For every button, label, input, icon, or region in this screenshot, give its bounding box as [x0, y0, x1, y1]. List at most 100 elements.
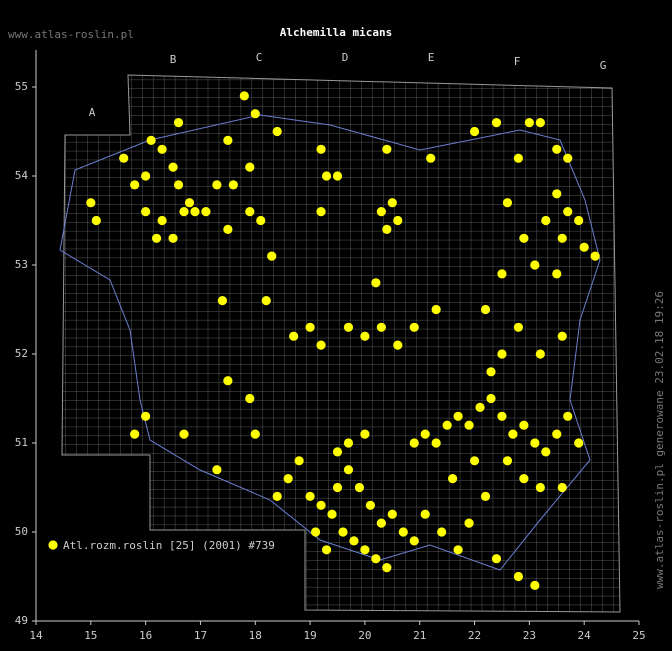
dot: [272, 126, 282, 137]
x-tick-label: 22: [468, 629, 481, 642]
dot: [157, 215, 167, 226]
dot: [332, 482, 343, 493]
dot: [519, 474, 529, 484]
x-tick-label: 19: [303, 629, 316, 642]
dot: [382, 224, 392, 234]
dot: [535, 349, 545, 359]
dot: [502, 198, 513, 208]
dot: [250, 109, 260, 119]
grid-region: [61, 74, 621, 613]
dot: [316, 500, 326, 510]
dot: [157, 144, 167, 154]
dot: [119, 153, 129, 163]
dot: [502, 456, 513, 466]
dot: [327, 509, 337, 519]
dot: [261, 296, 271, 306]
dot: [130, 180, 140, 190]
legend-dot: [48, 540, 58, 550]
dot: [513, 153, 524, 163]
dot: [469, 456, 480, 466]
dot: [349, 536, 359, 546]
y-tick-label: 53: [15, 258, 28, 271]
dot: [563, 411, 573, 421]
dot: [201, 207, 211, 217]
dot: [365, 500, 375, 510]
grid-letter: E: [428, 51, 435, 64]
dot: [256, 215, 266, 226]
dot: [469, 126, 480, 137]
dot: [179, 207, 189, 217]
dot: [387, 198, 397, 208]
dot: [563, 207, 573, 217]
dot: [480, 491, 491, 501]
dot: [453, 545, 463, 555]
dot: [245, 162, 255, 172]
y-tick-label: 51: [15, 436, 28, 449]
dot: [552, 429, 562, 439]
grid-letter: C: [256, 51, 263, 64]
dot: [173, 180, 184, 190]
legend-label: Atl.rozm.roslin [25] (2001) #739: [63, 539, 275, 552]
dot: [513, 571, 524, 582]
dot: [343, 465, 354, 475]
dot: [431, 304, 441, 315]
dot: [409, 438, 419, 448]
dot: [217, 296, 227, 306]
dot: [332, 447, 343, 457]
dot: [497, 349, 507, 359]
dot: [426, 153, 436, 163]
dot: [86, 198, 96, 208]
dot: [409, 536, 419, 546]
dot: [431, 438, 441, 448]
dot: [519, 420, 529, 430]
dot: [168, 162, 178, 172]
dot: [497, 269, 507, 279]
dot: [130, 429, 140, 439]
dot: [475, 402, 485, 412]
dot: [420, 429, 430, 439]
dot: [574, 438, 584, 448]
x-tick-label: 14: [29, 629, 43, 642]
footer: www.atlas-roslin.pl generowane 23.02.18 …: [653, 291, 666, 589]
dot: [508, 429, 518, 439]
dot: [590, 251, 600, 261]
dot: [393, 340, 403, 350]
dot: [152, 233, 162, 243]
dot: [376, 518, 386, 528]
dot: [316, 207, 326, 217]
dot: [497, 411, 507, 421]
dot: [354, 482, 365, 493]
dot: [376, 322, 386, 332]
dot: [557, 331, 567, 341]
dot: [283, 474, 293, 484]
dot: [552, 269, 562, 279]
border: [59, 114, 601, 571]
dot: [453, 411, 463, 421]
dot: [437, 527, 447, 537]
dot: [223, 224, 233, 234]
dot: [530, 260, 540, 270]
dot: [91, 215, 101, 226]
dot: [212, 465, 222, 475]
dot: [184, 198, 195, 208]
x-tick-label: 15: [84, 629, 97, 642]
dot: [491, 118, 502, 128]
dot: [228, 180, 238, 190]
dot: [223, 376, 233, 386]
dot: [141, 411, 151, 421]
dot: [530, 438, 540, 448]
x-tick-label: 17: [194, 629, 207, 642]
x-tick-label: 23: [523, 629, 536, 642]
dot: [387, 509, 397, 519]
dot: [563, 153, 573, 163]
dot: [321, 171, 332, 181]
dot: [360, 545, 370, 555]
dot: [332, 171, 343, 181]
dot: [541, 447, 551, 457]
y-tick-label: 55: [15, 80, 28, 93]
dot: [464, 420, 474, 430]
dot: [245, 207, 255, 217]
grid-letter: G: [600, 59, 607, 72]
